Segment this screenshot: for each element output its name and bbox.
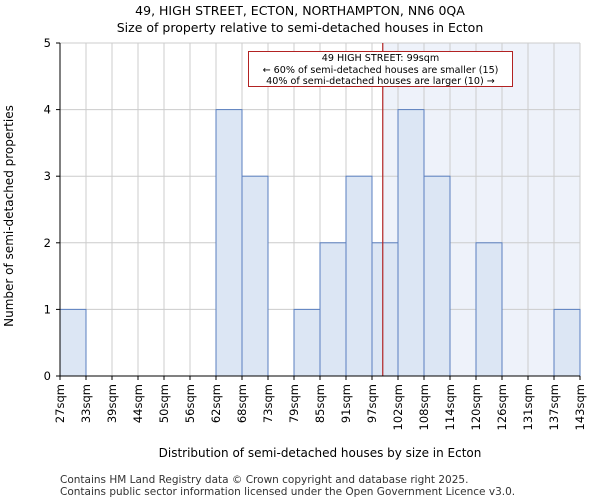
bar-137sqm	[553, 308, 581, 377]
y-tick-label: 2	[44, 236, 51, 250]
annotation-title: 49 HIGH STREET: 99sqm	[321, 53, 440, 64]
y-tick-label: 3	[44, 169, 51, 183]
annotation-smaller: ← 60% of semi-detached houses are smalle…	[262, 64, 499, 76]
bar-91sqm	[345, 175, 373, 377]
y-tick-label: 4	[44, 103, 51, 117]
x-tick-label: 114sqm	[443, 384, 457, 430]
x-tick-label: 85sqm	[313, 384, 327, 423]
x-axis-label: Distribution of semi-detached houses by …	[159, 446, 482, 460]
x-tick-label: 33sqm	[79, 384, 93, 423]
annotation-box: 49 HIGH STREET: 99sqm ← 60% of semi-deta…	[248, 51, 513, 87]
x-tick-label: 137sqm	[547, 384, 561, 430]
footer-line-2: Contains public sector information licen…	[60, 486, 516, 498]
x-tick-label: 68sqm	[235, 384, 249, 423]
x-tick-label: 50sqm	[157, 384, 171, 423]
y-tick-label: 1	[44, 302, 51, 316]
chart-subtitle: Size of property relative to semi-detach…	[116, 20, 484, 35]
x-tick-label: 91sqm	[339, 384, 353, 423]
y-tick-label: 5	[44, 36, 51, 50]
x-tick-label: 120sqm	[469, 384, 483, 430]
bar-97sqm	[371, 242, 399, 377]
y-axis-label: Number of semi-detached properties	[2, 105, 16, 327]
bar-85sqm	[319, 242, 347, 377]
bar-120sqm	[475, 242, 503, 377]
x-tick-label: 73sqm	[261, 384, 275, 423]
x-tick-label: 102sqm	[391, 384, 405, 430]
x-tick-label: 108sqm	[417, 384, 431, 430]
bar-27sqm	[59, 308, 87, 377]
footer-line-1: Contains HM Land Registry data © Crown c…	[60, 474, 469, 486]
x-tick-label: 39sqm	[105, 384, 119, 423]
bar-68sqm	[241, 175, 269, 377]
x-tick-label: 143sqm	[573, 384, 587, 430]
x-tick-label: 79sqm	[287, 384, 301, 423]
x-tick-label: 126sqm	[495, 384, 509, 430]
bar-102sqm	[397, 109, 425, 377]
bar-62sqm	[215, 109, 243, 377]
x-tick-label: 62sqm	[209, 384, 223, 423]
chart-title: 49, HIGH STREET, ECTON, NORTHAMPTON, NN6…	[135, 3, 465, 18]
y-tick-label: 0	[44, 369, 51, 383]
x-tick-label: 44sqm	[131, 384, 145, 423]
bar-108sqm	[423, 175, 451, 377]
x-tick-label: 56sqm	[183, 384, 197, 423]
x-tick-label: 27sqm	[53, 384, 67, 423]
x-tick-label: 131sqm	[521, 384, 535, 430]
annotation-larger: 40% of semi-detached houses are larger (…	[266, 76, 495, 87]
bar-79sqm	[293, 308, 321, 377]
x-tick-label: 97sqm	[365, 384, 379, 423]
